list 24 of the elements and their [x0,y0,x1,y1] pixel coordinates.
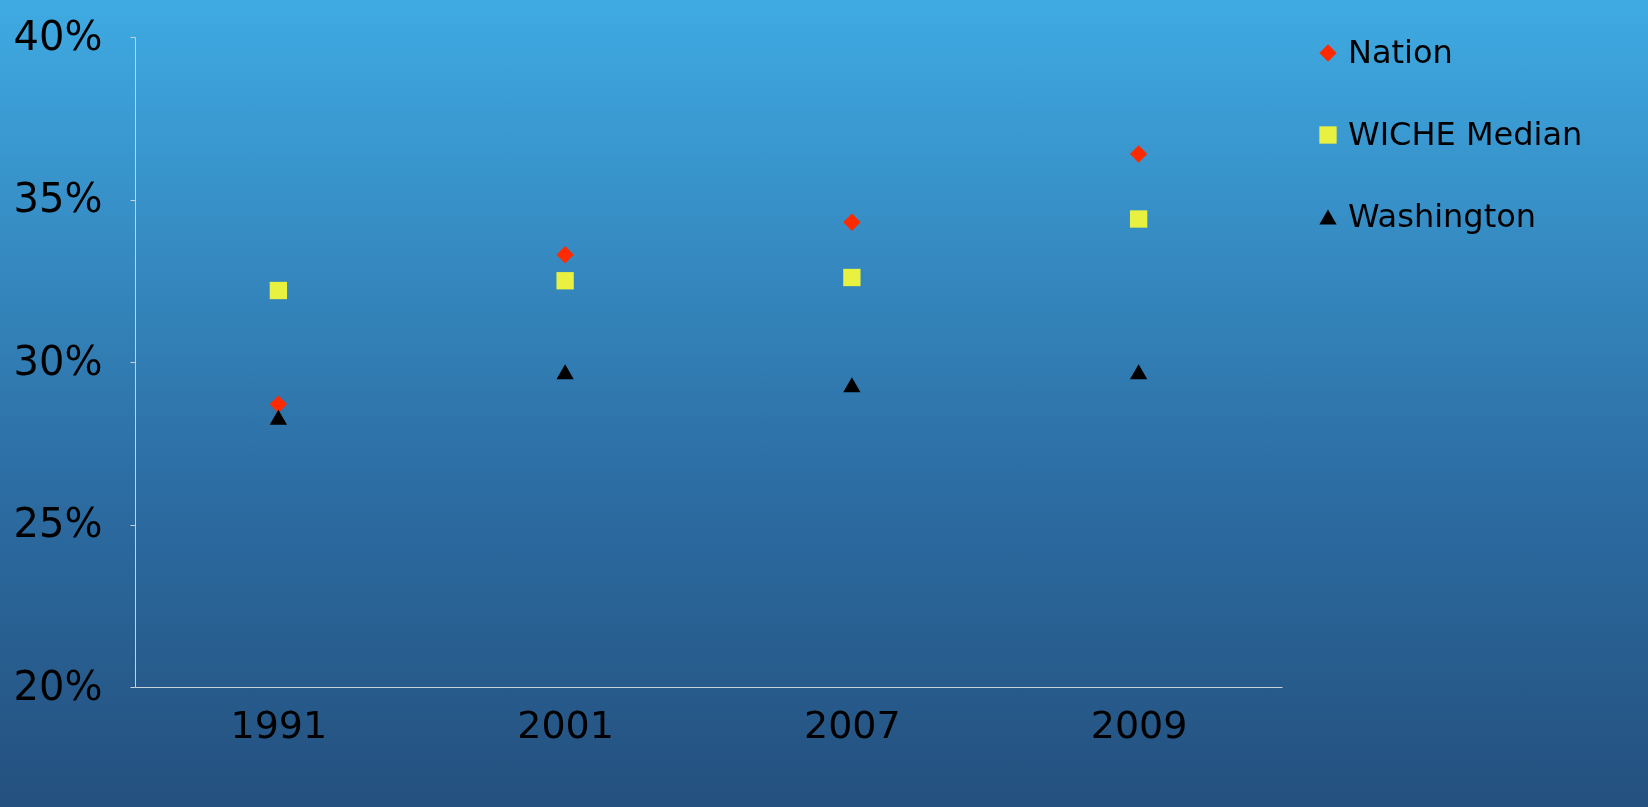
point [843,213,861,231]
y-tick-label: 25% [13,500,103,546]
x-tick-label: 1991 [230,702,328,747]
y-tick-label: 20% [13,662,103,709]
y-tick-label: 35% [13,175,103,221]
legend-label: Washington [1348,197,1537,235]
y-tick-label: 40% [13,12,103,59]
legend-label: Nation [1348,33,1453,71]
x-tick-label: 2009 [1090,702,1188,747]
point [269,281,288,300]
point [843,377,861,393]
legend-label: WICHE Median [1348,115,1583,153]
point [269,409,288,425]
point [556,364,574,380]
point [269,395,288,413]
point [843,268,861,287]
point [556,246,574,264]
point [1129,145,1148,163]
point [1129,364,1148,380]
y-tick-label: 30% [13,337,103,384]
point [556,272,574,290]
point [1129,210,1148,228]
x-tick-label: 2001 [517,702,614,747]
x-tick-label: 2007 [804,702,901,747]
